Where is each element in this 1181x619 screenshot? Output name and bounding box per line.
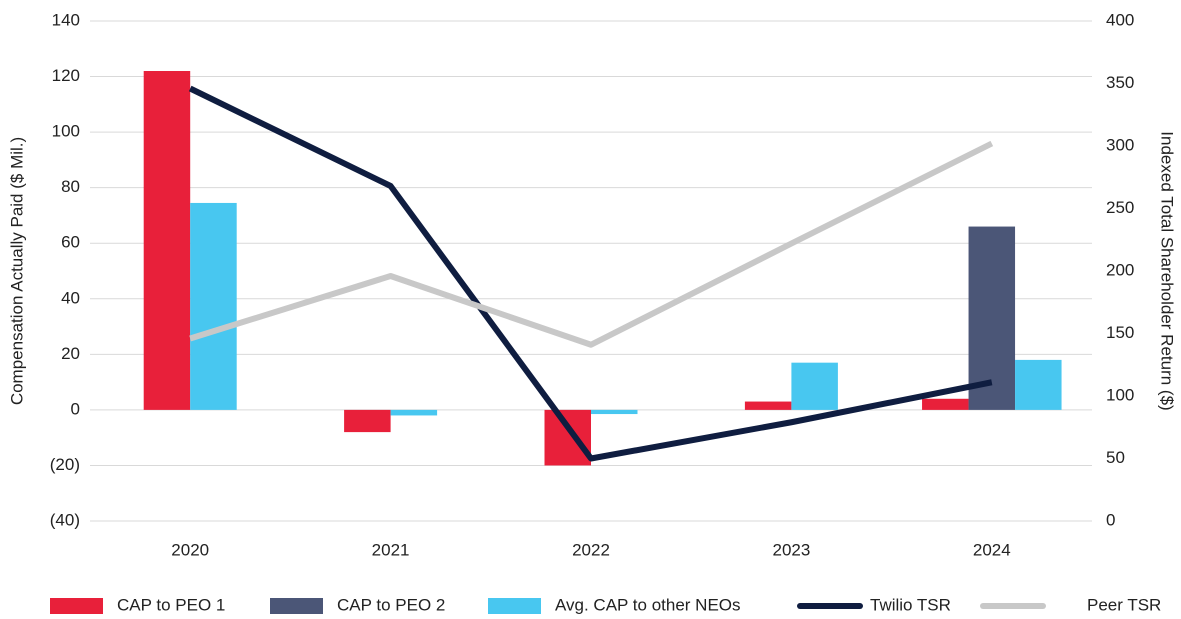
y-tick-label: (40) (50, 510, 80, 529)
legend-swatch (488, 598, 541, 614)
bar (968, 226, 1016, 410)
x-tick-label: 2023 (772, 540, 810, 559)
x-tick-label: 2022 (572, 540, 610, 559)
x-tick-label: 2021 (372, 540, 410, 559)
y2-tick-label: 0 (1106, 510, 1115, 529)
bar (922, 398, 969, 410)
legend-label: CAP to PEO 1 (117, 595, 225, 614)
y2-tick-label: 50 (1106, 448, 1125, 467)
y2-tick-label: 150 (1106, 323, 1134, 342)
y2-tick-label: 300 (1106, 135, 1134, 154)
bar (544, 409, 591, 466)
bar (591, 409, 638, 415)
legend-label: Avg. CAP to other NEOs (555, 595, 741, 614)
y2-axis-title: Indexed Total Shareholder Return ($) (1158, 131, 1177, 410)
y-tick-label: 40 (61, 288, 80, 307)
x-tick-label: 2024 (973, 540, 1011, 559)
y-tick-label: 0 (71, 399, 80, 418)
bar (190, 202, 237, 410)
legend-label: Twilio TSR (870, 595, 951, 614)
y-axis-title: Compensation Actually Paid ($ Mil.) (7, 137, 26, 405)
x-tick-label: 2020 (171, 540, 209, 559)
line (189, 140, 994, 348)
bar (1015, 359, 1062, 410)
bar (791, 362, 838, 410)
y-tick-label: 140 (52, 10, 80, 29)
bar (390, 409, 438, 416)
y-tick-label: 80 (61, 177, 80, 196)
y2-tick-label: 400 (1106, 10, 1134, 29)
y2-tick-label: 100 (1106, 385, 1134, 404)
y-tick-label: 120 (52, 66, 80, 85)
bar (344, 409, 391, 433)
y2-tick-label: 350 (1106, 73, 1134, 92)
y-tick-label: 60 (61, 233, 80, 252)
bar (143, 71, 191, 410)
y-tick-label: 20 (61, 344, 80, 363)
legend-label: Peer TSR (1087, 595, 1161, 614)
legend-swatch (50, 598, 103, 614)
legend-swatch (270, 598, 323, 614)
y-tick-label: (20) (50, 455, 80, 474)
y-tick-label: 100 (52, 122, 80, 141)
legend-label: CAP to PEO 2 (337, 595, 445, 614)
y2-tick-label: 250 (1106, 198, 1134, 217)
y2-tick-label: 200 (1106, 260, 1134, 279)
bar (744, 401, 792, 410)
line (188, 85, 993, 462)
